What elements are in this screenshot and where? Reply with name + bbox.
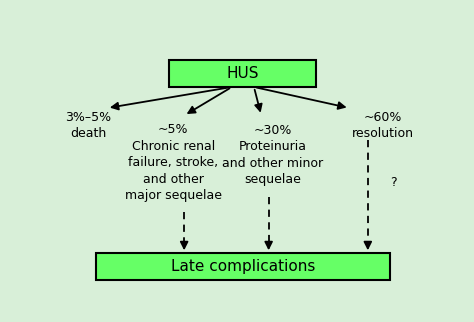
Text: HUS: HUS [227,66,259,81]
Text: ?: ? [390,176,397,189]
Text: ~5%
Chronic renal
failure, stroke,
and other
major sequelae: ~5% Chronic renal failure, stroke, and o… [125,123,222,202]
FancyBboxPatch shape [169,60,316,87]
FancyBboxPatch shape [96,253,390,280]
Text: Late complications: Late complications [171,259,315,274]
Text: ~60%
resolution: ~60% resolution [352,111,413,140]
Text: 3%–5%
death: 3%–5% death [65,111,112,140]
Text: ~30%
Proteinuria
and other minor
sequelae: ~30% Proteinuria and other minor sequela… [222,124,323,186]
